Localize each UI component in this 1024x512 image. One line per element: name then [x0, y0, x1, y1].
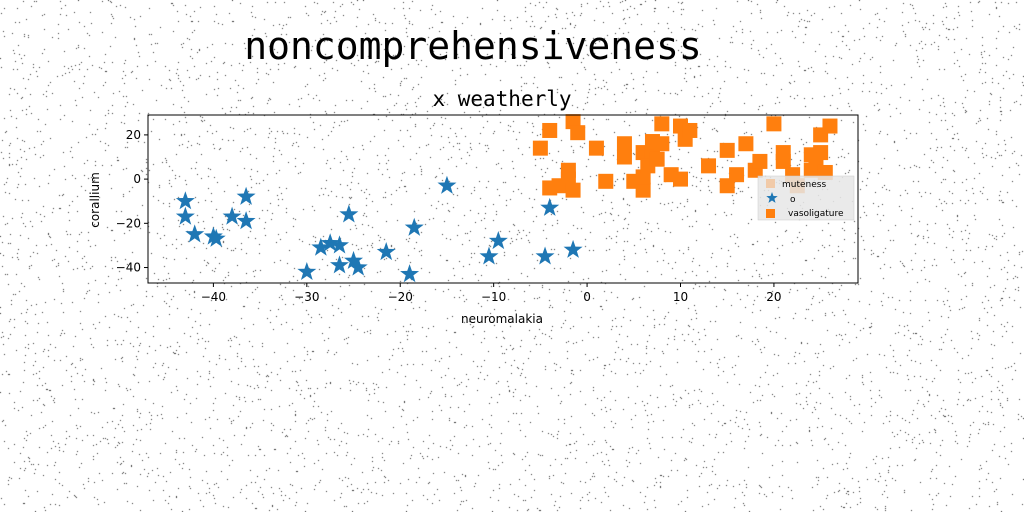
point-vasoligature-35: [766, 116, 782, 132]
point-vasoligature-11: [616, 136, 632, 152]
point-o-4: [206, 228, 226, 247]
x-tick-label: −20: [388, 290, 413, 304]
point-o-11: [330, 235, 350, 254]
point-o-2: [185, 224, 205, 243]
point-o-10: [320, 233, 340, 252]
point-o-14: [344, 250, 364, 269]
point-vasoligature-29: [719, 142, 735, 158]
point-vasoligature-7: [565, 182, 581, 198]
x-tick-label: 10: [673, 290, 688, 304]
point-o-15: [348, 257, 368, 276]
chart-title: x weatherly: [432, 87, 571, 111]
x-axis-ticks: −40 −30 −20 −10 0 10 20: [201, 283, 782, 304]
plot-area: [175, 114, 838, 283]
point-o-23: [540, 197, 560, 216]
y-axis-ticks: −40 −20 0 20: [116, 128, 148, 275]
y-tick-label: 20: [126, 128, 141, 142]
point-vasoligature-46: [822, 118, 838, 134]
point-vasoligature-15: [635, 182, 651, 198]
point-o-12: [330, 255, 350, 274]
legend-marker-o: [766, 192, 778, 203]
x-tick-label: −30: [294, 290, 319, 304]
plot-frame: [147, 114, 859, 284]
point-vasoligature-10: [598, 173, 614, 189]
point-o-16: [376, 242, 396, 261]
point-vasoligature-32: [738, 136, 754, 152]
point-vasoligature-12: [616, 149, 632, 165]
point-o-8: [297, 261, 317, 281]
point-vasoligature-9: [588, 140, 604, 156]
point-o-13: [339, 204, 359, 223]
legend-label-vasoligature: vasoligature: [788, 209, 844, 219]
point-vasoligature-44: [813, 145, 829, 161]
x-tick-label: 0: [583, 290, 591, 304]
point-vasoligature-20: [649, 151, 665, 167]
legend: muteness o vasoligature: [757, 175, 855, 221]
point-o-0: [175, 191, 195, 210]
legend-label-muteness: muteness: [782, 180, 826, 190]
point-o-24: [563, 239, 583, 258]
point-o-22: [535, 246, 555, 265]
point-o-1: [175, 206, 195, 225]
x-tick-label: 20: [766, 290, 781, 304]
y-tick-label: −40: [116, 261, 141, 275]
point-vasoligature-22: [654, 136, 670, 152]
point-vasoligature-34: [752, 153, 768, 169]
point-o-20: [479, 246, 499, 265]
point-vasoligature-28: [701, 158, 717, 174]
point-o-17: [400, 264, 420, 283]
point-o-7: [236, 211, 256, 230]
point-o-18: [404, 217, 424, 236]
chart-suptitle: noncomprehensiveness: [244, 24, 702, 68]
legend-marker-muteness: [766, 179, 775, 188]
legend-label-o: o: [790, 195, 796, 205]
point-vasoligature-5: [560, 162, 576, 178]
point-o-9: [311, 237, 331, 256]
point-vasoligature-21: [654, 116, 670, 132]
point-o-6: [236, 186, 256, 205]
point-vasoligature-1: [542, 122, 558, 138]
x-tick-label: −40: [201, 290, 226, 304]
point-vasoligature-37: [775, 153, 791, 169]
point-vasoligature-8: [570, 125, 586, 141]
point-vasoligature-27: [682, 122, 698, 138]
point-o-5: [222, 206, 242, 225]
point-o-21: [488, 231, 508, 250]
legend-marker-vasoligature: [766, 209, 775, 218]
y-tick-label: −20: [116, 216, 141, 230]
x-axis-label: neuromalakia: [461, 312, 543, 326]
point-vasoligature-0: [532, 140, 548, 156]
point-vasoligature-31: [729, 167, 745, 183]
point-vasoligature-25: [673, 171, 688, 187]
point-o-19: [437, 175, 457, 194]
y-tick-label: 0: [133, 172, 141, 186]
y-axis-label: corallium: [88, 172, 102, 228]
x-tick-label: −10: [481, 290, 506, 304]
